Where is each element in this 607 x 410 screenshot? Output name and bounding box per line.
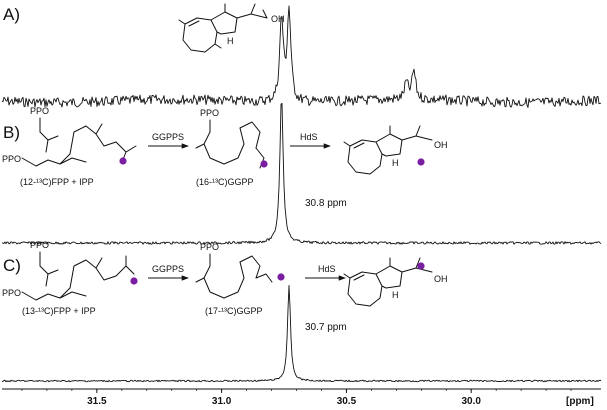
molecule-a-product: H OH: [178, 3, 285, 53]
enzyme-label-c2: HdS: [318, 264, 336, 274]
axis-tick-label: 31.5: [87, 396, 107, 407]
substrate-label-c: (13-¹³C)FPP + IPP: [22, 306, 96, 316]
intermediate-label-b: (16-¹³C)GGPP: [196, 177, 254, 187]
molecule-c-intermediate: PPO: [195, 242, 273, 299]
axis-tick-label: 30.0: [461, 396, 481, 407]
substrate-label-b: (12-¹³C)FPP + IPP: [20, 177, 94, 187]
svg-text:PPO: PPO: [2, 154, 21, 164]
panel-label-b: B): [3, 123, 20, 142]
shift-label-c: 30.7 ppm: [305, 322, 347, 333]
molecule-b-product: H OH: [343, 125, 448, 175]
panel-label-a: A): [3, 5, 20, 24]
intermediate-label-c: (17-¹³C)GGPP: [205, 306, 263, 316]
axis-tick-label: 31.0: [212, 396, 232, 407]
svg-text:PPO: PPO: [30, 106, 49, 116]
svg-text:PPO: PPO: [200, 242, 219, 252]
molecule-b-intermediate: PPO: [195, 108, 265, 169]
svg-text:OH: OH: [434, 274, 448, 284]
molecule-b-substrate: PPO PPO: [2, 106, 137, 167]
label-dot-c1: [130, 277, 138, 285]
spectrum-trace-b: [1, 102, 602, 245]
shift-label-b: 30.8 ppm: [305, 198, 347, 209]
svg-text:PPO: PPO: [30, 240, 49, 250]
enzyme-label-b1: GGPPS: [152, 132, 184, 142]
svg-text:PPO: PPO: [2, 288, 21, 298]
enzyme-label-c1: GGPPS: [152, 264, 184, 274]
svg-text:OH: OH: [434, 140, 448, 150]
molecule-c-substrate: PPO PPO: [2, 240, 135, 301]
svg-text:H: H: [227, 36, 234, 46]
axis-unit-label: [ppm]: [566, 396, 594, 407]
svg-text:PPO: PPO: [200, 108, 219, 118]
label-dot-b3: [417, 158, 425, 166]
spectrum-trace-a: [1, 5, 602, 108]
label-dot-c2: [277, 273, 285, 281]
label-dot-c3: [417, 262, 425, 270]
spectrum-trace-c: [1, 284, 602, 383]
molecule-c-product: H OH: [343, 257, 448, 307]
label-dot-b1: [119, 157, 127, 165]
svg-text:OH: OH: [271, 14, 285, 24]
axis-tick-label: 30.5: [337, 396, 357, 407]
panel-label-c: C): [3, 256, 21, 275]
enzyme-label-b2: HdS: [300, 132, 318, 142]
ppm-axis: 31.5 31.0 30.5 30.0 [ppm]: [2, 388, 601, 407]
svg-text:H: H: [392, 158, 399, 168]
label-dot-b2: [260, 160, 268, 168]
svg-text:H: H: [392, 290, 399, 300]
